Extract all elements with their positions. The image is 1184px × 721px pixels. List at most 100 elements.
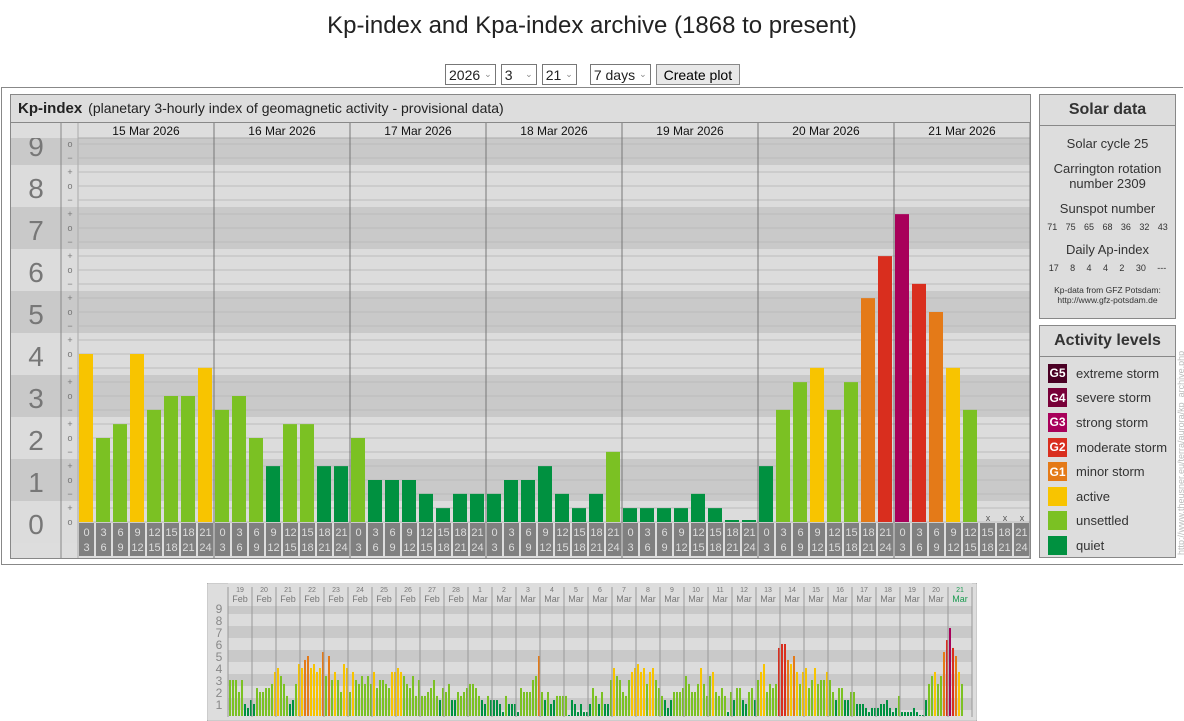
mini-month-label: Feb (400, 594, 416, 604)
page-title: Kp-index and Kpa-index archive (1868 to … (327, 12, 857, 39)
time-slot-box (402, 523, 417, 556)
level-label: moderate storm (1076, 439, 1168, 455)
mini-kp-bar (826, 671, 828, 716)
solar-title: Solar data (1040, 95, 1175, 126)
mini-kp-bar (568, 715, 570, 716)
mini-kp-bar (874, 707, 876, 716)
mini-month-label: Mar (496, 594, 512, 604)
mini-kp-bar (658, 688, 660, 716)
month-select[interactable]: 3 ⌄ (500, 64, 537, 85)
mini-kp-bar (334, 671, 336, 716)
create-plot-button[interactable]: Create plot (655, 64, 741, 85)
mini-kp-bar (907, 712, 909, 716)
time-slot-end: 3 (355, 542, 361, 554)
mini-kp-bar (493, 700, 495, 716)
kp-minor-tick: − (67, 195, 72, 205)
mini-kp-bar (589, 704, 591, 716)
level-swatch (1048, 535, 1067, 555)
sunspots-value: 71 (1047, 222, 1058, 232)
kp-minor-tick: + (67, 335, 72, 345)
mini-kp-bar (502, 712, 504, 716)
time-slot-box (283, 523, 298, 556)
time-slot-start: 0 (627, 527, 633, 539)
kp-bar (334, 466, 348, 522)
mini-kp-bar (703, 683, 705, 716)
time-slot-box (368, 523, 383, 556)
kp-bar (708, 508, 722, 522)
mini-kp-bar (397, 668, 399, 716)
mini-kp-bar (322, 652, 324, 716)
sunspot-label: Sunspot number (1059, 201, 1156, 216)
time-slot-start: 18 (182, 527, 194, 539)
kp-minor-tick: + (67, 419, 72, 429)
time-slot-box (912, 523, 927, 556)
mini-kp-bar (370, 683, 372, 716)
chevron-down-icon: ⌄ (525, 69, 533, 79)
mini-kp-bar (613, 668, 615, 716)
mini-kp-bar (262, 692, 264, 716)
sunspots-value: 68 (1102, 222, 1113, 232)
time-slot-box (708, 523, 723, 556)
time-slot-start: 6 (933, 527, 939, 539)
time-slot-start: 21 (471, 527, 483, 539)
mini-kp-bar (742, 700, 744, 716)
mini-day-number: 3 (526, 587, 530, 594)
time-slot-start: 18 (590, 527, 602, 539)
time-slot-box (776, 523, 791, 556)
time-slot-box (317, 523, 332, 556)
mini-kp-bar (883, 704, 885, 716)
time-slot-box (249, 523, 264, 556)
kp-bar (266, 466, 280, 522)
day-label: 17 Mar 2026 (384, 124, 452, 138)
mini-kp-bar (667, 707, 669, 716)
mini-kp-bar (301, 668, 303, 716)
time-slot-end: 15 (148, 542, 160, 554)
mini-kp-bar (391, 671, 393, 716)
mini-kp-bar (451, 700, 453, 716)
carrington-rotation: Carrington rotation number 2309 (1053, 161, 1162, 191)
mini-kp-bar (847, 700, 849, 716)
kp-minor-tick: o (67, 391, 72, 401)
chevron-down-icon: ⌄ (565, 69, 573, 79)
band (228, 650, 972, 662)
time-slot-box (470, 523, 485, 556)
kp-minor-tick: − (67, 363, 72, 373)
ap-numbers: 17 8 4 4 2 30 --- (1040, 263, 1175, 273)
time-slot-start: 9 (814, 527, 820, 539)
mini-day-number: 5 (574, 587, 578, 594)
mini-kp-bar (598, 704, 600, 716)
mini-kp-bar (787, 659, 789, 716)
mini-month-label: Feb (232, 594, 248, 604)
chevron-down-icon: ⌄ (639, 69, 647, 79)
time-slot-end: 15 (692, 542, 704, 554)
y-tick-label: 6 (216, 638, 223, 652)
y-tick-label: 4 (216, 662, 223, 676)
mini-kp-bar (541, 692, 543, 716)
missing-marker: x (986, 513, 991, 523)
date-header-band (11, 123, 1030, 138)
kp-minor-tick: o (67, 181, 72, 191)
time-slot-end: 21 (726, 542, 738, 554)
y-tick-label: 7 (216, 626, 223, 640)
kp-minor-tick: − (67, 153, 72, 163)
mini-kp-bar (520, 688, 522, 716)
mini-day-number: 23 (332, 587, 340, 594)
mini-kp-bar (961, 683, 963, 716)
mini-kp-bar (355, 680, 357, 716)
mini-kp-bar (922, 715, 924, 716)
time-slot-box (555, 523, 570, 556)
range-select[interactable]: 7 days ⌄ (589, 64, 651, 85)
mini-kp-bar (796, 671, 798, 716)
mini-kp-bar (283, 683, 285, 716)
time-slot-end: 24 (1015, 542, 1027, 554)
mini-kp-bar (889, 707, 891, 716)
activity-level: G1 minor storm (1040, 459, 1175, 484)
plot-controls: 2026 ⌄ 3 ⌄ 21 ⌄ 7 days ⌄ Create plot (445, 64, 741, 85)
vertical-url: http://www.theusner.eu/terra/aurora/kp_a… (1176, 350, 1184, 555)
time-slot-start: 3 (100, 527, 106, 539)
time-slot-end: 24 (607, 542, 619, 554)
time-slot-start: 9 (406, 527, 412, 539)
kp-bar (283, 424, 297, 522)
year-select[interactable]: 2026 ⌄ (445, 64, 496, 85)
day-select[interactable]: 21 ⌄ (541, 64, 577, 85)
